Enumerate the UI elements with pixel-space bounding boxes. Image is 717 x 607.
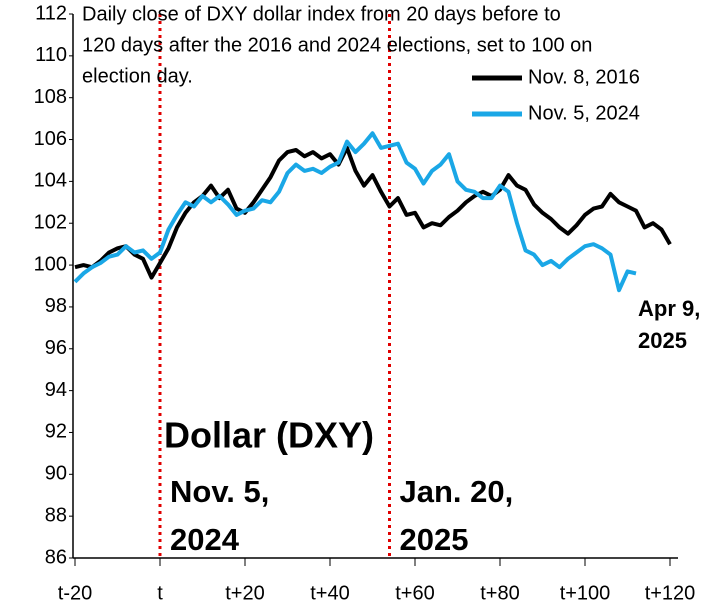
- x-tick-label: t+80: [480, 582, 519, 604]
- y-tick-label: 102: [34, 212, 67, 234]
- event-label: Jan. 20,: [400, 474, 514, 509]
- y-tick-label: 88: [45, 504, 67, 526]
- event-label: Nov. 5,: [170, 474, 269, 509]
- y-tick-label: 92: [45, 421, 67, 443]
- chart-label: Dollar (DXY): [164, 415, 374, 456]
- x-tick-label: t+40: [310, 582, 349, 604]
- series-line: [73, 131, 637, 293]
- event-label: 2025: [400, 522, 469, 557]
- y-tick-label: 86: [45, 546, 67, 568]
- y-tick-label: 98: [45, 295, 67, 317]
- y-tick-label: 90: [45, 463, 67, 485]
- y-tick-label: 110: [35, 44, 67, 66]
- y-tick-label: 104: [34, 170, 67, 192]
- chart-title: Daily close of DXY dollar index from 20 …: [82, 3, 561, 25]
- series-line: [74, 145, 672, 280]
- x-tick-label: t+120: [645, 582, 696, 604]
- event-label: 2024: [170, 522, 240, 557]
- y-tick-label: 112: [35, 2, 67, 24]
- end-label: Apr 9,: [638, 296, 700, 321]
- chart-title: 120 days after the 2016 and 2024 electio…: [82, 34, 592, 56]
- x-tick-label: t: [157, 582, 163, 604]
- y-tick-label: 96: [45, 337, 67, 359]
- x-tick-label: t+100: [560, 582, 611, 604]
- legend-label: Nov. 5, 2024: [528, 102, 640, 124]
- y-tick-label: 106: [34, 128, 67, 150]
- y-tick-label: 108: [34, 86, 67, 108]
- chart-title: election day.: [82, 65, 193, 87]
- legend-label: Nov. 8, 2016: [528, 66, 640, 88]
- y-tick-label: 94: [45, 379, 67, 401]
- x-tick-label: t+60: [395, 582, 434, 604]
- x-tick-label: t+20: [225, 582, 264, 604]
- end-label: 2025: [638, 328, 687, 353]
- x-tick-label: t-20: [58, 582, 92, 604]
- y-tick-label: 100: [34, 253, 67, 275]
